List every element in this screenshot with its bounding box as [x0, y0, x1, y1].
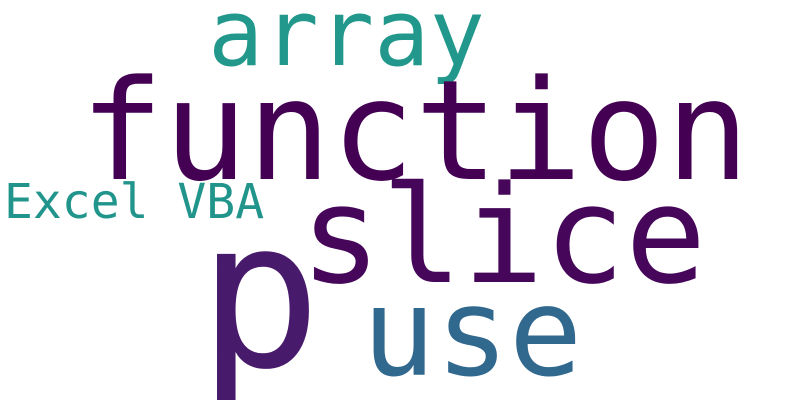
word-slice: slice [300, 157, 707, 314]
word-p: p [198, 177, 322, 400]
word-use: use [362, 262, 583, 400]
word-excel-vba: Excel VBA [4, 174, 265, 230]
word-function: function [80, 50, 750, 212]
word-array: array [208, 0, 485, 87]
